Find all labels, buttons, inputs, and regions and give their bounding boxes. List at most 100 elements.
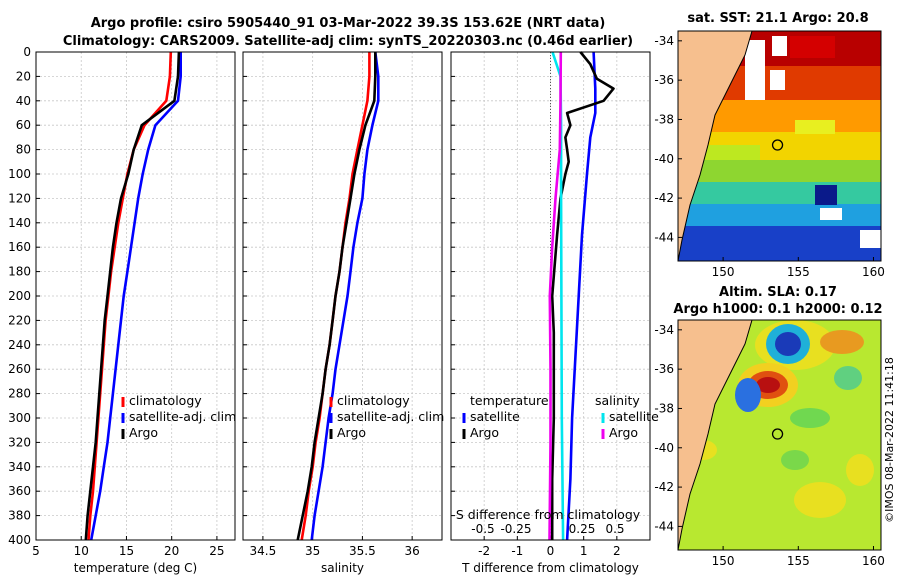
sla-anomaly [756,377,780,393]
x-tick-label: 15 [119,544,134,558]
title-line-1: Argo profile: csiro 5905440_91 03-Mar-20… [91,16,606,31]
sla-float-marker [771,428,784,440]
legend-clim-label: climatology [337,393,410,408]
series-line-argo [296,52,377,541]
map-y-tick-label: -38 [654,401,674,415]
map-x-tick-label: 160 [862,265,885,279]
sla-anomaly [820,330,864,354]
series-line-sat [89,52,182,541]
sst-patch [815,185,837,205]
legend-t-argo-label: Argo [470,425,499,440]
y-tick-label: 200 [8,289,31,303]
x-tick-label: -1 [511,544,523,558]
sst-cloud-patch [820,208,842,220]
map-y-tick-label: -40 [654,152,674,166]
salinity-panel: 34.5 35 35.5 36 salinity [242,51,443,575]
legend-argo-label: Argo [129,425,158,440]
map-y-tick-label: -44 [654,519,674,533]
legend-argo-label: Argo [337,425,366,440]
legend-s-argo-label: Argo [609,425,638,440]
sla-anomaly [834,366,862,390]
sst-axes: 150 155 160 -34 -36 -38 -40 -42 -44 [654,34,885,279]
map-x-tick-label: 155 [787,265,810,279]
y-tick-label: 40 [16,94,31,108]
y-tick-label: 220 [8,313,31,327]
s-tick-label: -0.25 [500,522,531,536]
y-tick-label: 60 [16,118,31,132]
x-tick-label: 34.5 [250,544,277,558]
y-tick-label: 340 [8,460,31,474]
x-tick-label: 0 [547,544,555,558]
legend-temperature-heading: temperature [470,393,549,408]
sst-map-frame [677,30,882,262]
sla-land [678,320,753,550]
y-tick-label: 240 [8,338,31,352]
x-tick-label: 5 [32,544,40,558]
temperature-legend: climatology satellite-adj. clim Argo [121,393,236,440]
y-tick-label: 160 [8,240,31,254]
sla-anomaly [846,454,874,486]
sst-patch [700,145,760,160]
sst-float-marker [771,139,784,151]
map-y-tick-label: -36 [654,73,674,87]
y-tick-label: 120 [8,191,31,205]
t-difference-panel: -2 -1 0 1 2 T difference from climatology [450,51,651,575]
sla-anomaly [735,378,761,412]
title-line-2: Climatology: CARS2009. Satellite-adj cli… [63,34,633,49]
x-tick-label: 36 [405,544,420,558]
map-y-tick-label: -40 [654,441,674,455]
sst-field [678,31,881,261]
difference-legend: temperature satellite Argo salinity sate… [456,393,659,536]
sst-band [678,204,881,226]
x-tick-label: 2 [613,544,621,558]
sst-band [678,226,881,261]
y-tick-label: 320 [8,435,31,449]
y-tick-label: 80 [16,143,31,157]
legend-t-sat-label: satellite [470,409,520,424]
series-line-sat [310,51,380,541]
sla-title-1: Altim. SLA: 0.17 [719,285,837,300]
sla-anomaly [794,482,846,518]
legend-sat-label: satellite-adj. clim [337,409,444,424]
map-y-tick-label: -34 [654,34,674,48]
s-tick-label: 0.25 [569,522,596,536]
y-tick-label: 100 [8,167,31,181]
map-x-tick-label: 155 [787,554,810,568]
legend-clim-label: climatology [129,393,202,408]
y-tick-label: 300 [8,411,31,425]
plot-frame [35,51,236,541]
legend-s-sat-label: satellite [609,409,659,424]
map-x-tick-label: 160 [862,554,885,568]
sla-anomaly [781,450,809,470]
sst-title: sat. SST: 21.1 Argo: 20.8 [687,11,868,26]
x-axis-label: salinity [321,561,364,575]
salinity-legend: climatology satellite-adj. clim Argo [329,393,444,440]
sst-cloud-patch [860,230,881,248]
x-tick-label: 35.5 [349,544,376,558]
sla-anomaly [790,408,830,428]
y-tick-label: 380 [8,509,31,523]
map-y-tick-label: -44 [654,230,674,244]
series-line-argo_s [548,51,563,541]
plot-frame [242,51,443,541]
sst-patch [795,120,835,134]
sst-band [678,160,881,182]
s-tick-label: 0.5 [605,522,624,536]
sst-land [678,31,753,261]
legend-sat-label: satellite-adj. clim [129,409,236,424]
y-tick-label: 260 [8,362,31,376]
sst-cloud-patch [745,40,765,100]
map-y-tick-label: -36 [654,362,674,376]
sla-map-frame [677,319,882,551]
map-y-tick-label: -42 [654,191,674,205]
y-tick-label: 400 [8,533,31,547]
map-y-tick-label: -34 [654,323,674,337]
s-tick-label: -0.5 [471,522,494,536]
series-line-argo [84,51,181,541]
sst-patch [790,36,835,58]
legend-salinity-heading: salinity [595,393,640,408]
sla-anomaly [775,332,801,356]
x-tick-label: 20 [164,544,179,558]
s-difference-axis-label: S difference from climatology [456,507,641,522]
map-x-tick-label: 150 [712,265,735,279]
